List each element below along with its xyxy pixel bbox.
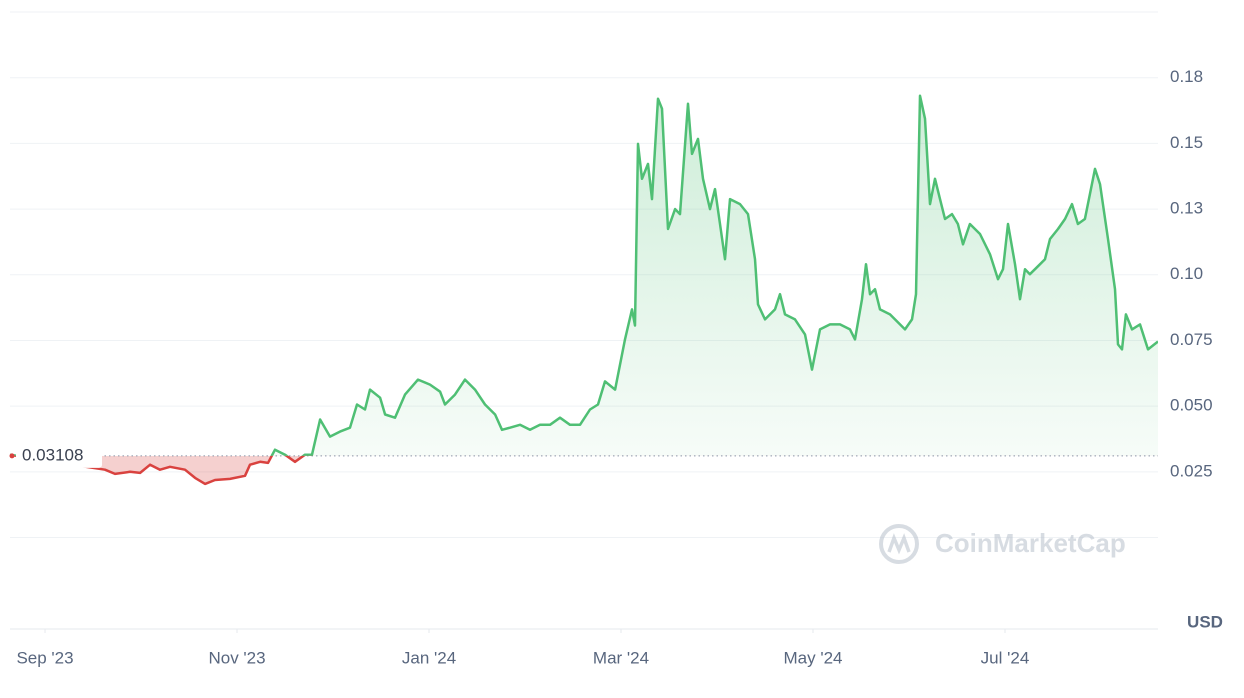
reference-label: 0.03108 xyxy=(22,445,83,464)
y-tick-label: 0.075 xyxy=(1170,330,1213,349)
reference-dot xyxy=(9,453,15,459)
watermark-logo xyxy=(879,524,919,564)
currency-label: USD xyxy=(1187,612,1223,631)
y-tick-label: 0.13 xyxy=(1170,199,1203,218)
plot: 0.025 0.050 0.075 0.10 0.13 0.15 0.18 Sep '23 No… xyxy=(9,67,1213,667)
x-tick-label: Nov '23 xyxy=(208,648,265,667)
x-tick-label: Jul '24 xyxy=(981,648,1030,667)
y-tick-label: 0.050 xyxy=(1170,396,1213,415)
watermark-logo-mark xyxy=(887,533,911,555)
x-tick-label: Sep '23 xyxy=(16,648,73,667)
watermark-text: CoinMarketCap xyxy=(935,528,1126,558)
area-up xyxy=(10,95,1158,456)
y-tick-label: 0.10 xyxy=(1170,264,1203,283)
y-tick-label: 0.15 xyxy=(1170,133,1203,152)
y-tick-label: 0.18 xyxy=(1170,67,1203,86)
x-tick-label: May '24 xyxy=(783,648,842,667)
x-tick-label: Mar '24 xyxy=(593,648,649,667)
watermark: CoinMarketCap xyxy=(879,524,1126,564)
price-line-up xyxy=(10,94,1158,456)
reference-label-box xyxy=(16,443,102,468)
x-tick-label: Jan '24 xyxy=(402,648,456,667)
y-tick-label: 0.025 xyxy=(1170,461,1213,480)
